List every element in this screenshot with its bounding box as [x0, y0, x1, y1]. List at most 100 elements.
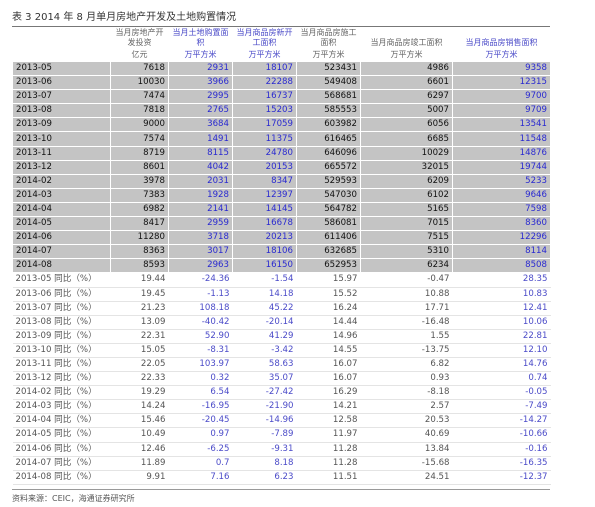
- table-cell: 2031: [168, 173, 233, 189]
- table-cell: 10030: [110, 75, 169, 91]
- row-label: 2014-04 同比（%）: [12, 413, 111, 429]
- table-row: 2013-12 同比（%） 22.33 0.32 35.07 16.07 0.93 0.74: [12, 371, 551, 387]
- row-label: 2013-09 同比（%）: [12, 329, 111, 344]
- row-label: 2014-04: [12, 201, 111, 218]
- table-cell: 19744: [452, 159, 551, 175]
- table-cell: 6982: [110, 201, 169, 218]
- header-cell: 当月商品房销售面积 万平方米: [453, 27, 551, 62]
- table-cell: 8417: [110, 216, 169, 232]
- table-cell: 16.07: [296, 371, 361, 387]
- table-cell: -13.75: [360, 343, 453, 358]
- table-cell: 58.63: [232, 357, 297, 373]
- table-cell: 12.10: [452, 343, 551, 358]
- row-label: 2014-02 同比（%）: [12, 385, 111, 401]
- table-cell: 646096: [296, 145, 361, 161]
- table-row: 2013-10 同比（%） 15.05 -8.31 -3.42 14.55 -13.75 1…: [12, 343, 551, 358]
- table-cell: 9000: [110, 117, 169, 133]
- table-cell: 14.96: [296, 329, 361, 344]
- table-cell: 10.83: [452, 287, 551, 302]
- source-note: 资料来源：CEIC，海通证券研究所: [12, 489, 550, 504]
- table-cell: 15.52: [296, 287, 361, 302]
- table-cell: 4986: [360, 60, 453, 77]
- table-cell: 8347: [232, 173, 297, 189]
- table-row: 2014-08 8593 2963 16150 652953 6234 8508: [12, 258, 551, 274]
- table-cell: 9646: [452, 187, 551, 203]
- table-cell: 8593: [110, 258, 169, 274]
- table-cell: 632685: [296, 244, 361, 260]
- table-cell: 15.46: [110, 413, 169, 429]
- table-row: 2013-06 同比（%） 19.45 -1.13 14.18 15.52 10.88 10…: [12, 287, 551, 302]
- table-cell: 14145: [232, 201, 297, 218]
- table-cell: 14.55: [296, 343, 361, 358]
- table-cell: 6601: [360, 75, 453, 91]
- table-cell: 6209: [360, 173, 453, 189]
- table-row: 2014-07 同比（%） 11.89 0.7 8.18 11.28 -15.68 -16.…: [12, 456, 551, 471]
- header-unit: 万平方米: [485, 50, 518, 59]
- table-cell: -20.45: [168, 413, 233, 429]
- table-row: 2013-12 8601 4042 20153 665572 32015 19744: [12, 159, 551, 175]
- table-cell: 45.22: [232, 301, 297, 316]
- table-cell: -14.27: [452, 413, 551, 429]
- table-cell: -6.25: [168, 442, 233, 457]
- table-cell: 8360: [452, 216, 551, 232]
- table-cell: 549408: [296, 75, 361, 91]
- table-cell: -0.05: [452, 385, 551, 401]
- table-cell: 2995: [168, 89, 233, 105]
- table-cell: 8601: [110, 159, 169, 175]
- table-cell: -8.31: [168, 343, 233, 358]
- table-cell: 16.24: [296, 301, 361, 316]
- table-cell: 7618: [110, 60, 169, 77]
- table-cell: 11.28: [296, 442, 361, 457]
- header-unit: 万平方米: [390, 50, 423, 59]
- table-row: 2014-06 同比（%） 12.46 -6.25 -9.31 11.28 13.84 -0…: [12, 442, 551, 457]
- row-label: 2014-05: [12, 216, 111, 232]
- table-cell: 2959: [168, 216, 233, 232]
- table-title: 表 3 2014 年 8 月单月房地产开发及土地购置情况: [12, 8, 550, 27]
- table-cell: 8508: [452, 258, 551, 274]
- table-cell: 15203: [232, 103, 297, 119]
- table-cell: 7818: [110, 103, 169, 119]
- table-cell: 7383: [110, 187, 169, 203]
- table-cell: 2141: [168, 201, 233, 218]
- table-cell: 7.16: [168, 470, 233, 485]
- row-label: 2013-07 同比（%）: [12, 301, 111, 316]
- table-cell: 9358: [452, 60, 551, 77]
- table-row: 2014-03 7383 1928 12397 547030 6102 9646: [12, 187, 551, 203]
- table-cell: 5310: [360, 244, 453, 260]
- table-cell: 16678: [232, 216, 297, 232]
- table-cell: -7.89: [232, 427, 297, 443]
- table-cell: 20213: [232, 230, 297, 246]
- table-cell: -14.96: [232, 413, 297, 429]
- table-cell: 18106: [232, 244, 297, 260]
- table-row: 2013-08 7818 2765 15203 585553 5007 9709: [12, 103, 551, 119]
- table-cell: 0.93: [360, 371, 453, 387]
- table-cell: 41.29: [232, 329, 297, 344]
- table-cell: 8.18: [232, 456, 297, 471]
- table-cell: 18107: [232, 60, 297, 77]
- table-cell: -7.49: [452, 399, 551, 415]
- table-cell: -16.35: [452, 456, 551, 471]
- header-label: 当月商品房新开工面积: [236, 28, 293, 47]
- header-cell: 当月商品房新开工面积 万平方米: [233, 27, 297, 62]
- table-cell: 20153: [232, 159, 297, 175]
- table-cell: -12.37: [452, 470, 551, 485]
- table-cell: 103.97: [168, 357, 233, 373]
- table-cell: 9700: [452, 89, 551, 105]
- table-cell: 16150: [232, 258, 297, 274]
- table-cell: 585553: [296, 103, 361, 119]
- table-row: 2014-06 11280 3718 20213 611406 7515 12296: [12, 230, 551, 246]
- table-cell: 17059: [232, 117, 297, 133]
- table-cell: 0.32: [168, 371, 233, 387]
- table-cell: 8114: [452, 244, 551, 260]
- table-cell: 10.88: [360, 287, 453, 302]
- table-row: 2013-10 7574 1491 11375 616465 6685 11548: [12, 131, 551, 147]
- table-cell: 28.35: [452, 272, 551, 288]
- table-cell: 9.91: [110, 470, 169, 485]
- table-cell: 2.57: [360, 399, 453, 415]
- table-cell: 10.49: [110, 427, 169, 443]
- table-cell: 11.28: [296, 456, 361, 471]
- table-cell: 19.29: [110, 385, 169, 401]
- table-cell: 529593: [296, 173, 361, 189]
- table-cell: 22.05: [110, 357, 169, 373]
- table-row: 2013-09 9000 3684 17059 603982 6056 13541: [12, 117, 551, 133]
